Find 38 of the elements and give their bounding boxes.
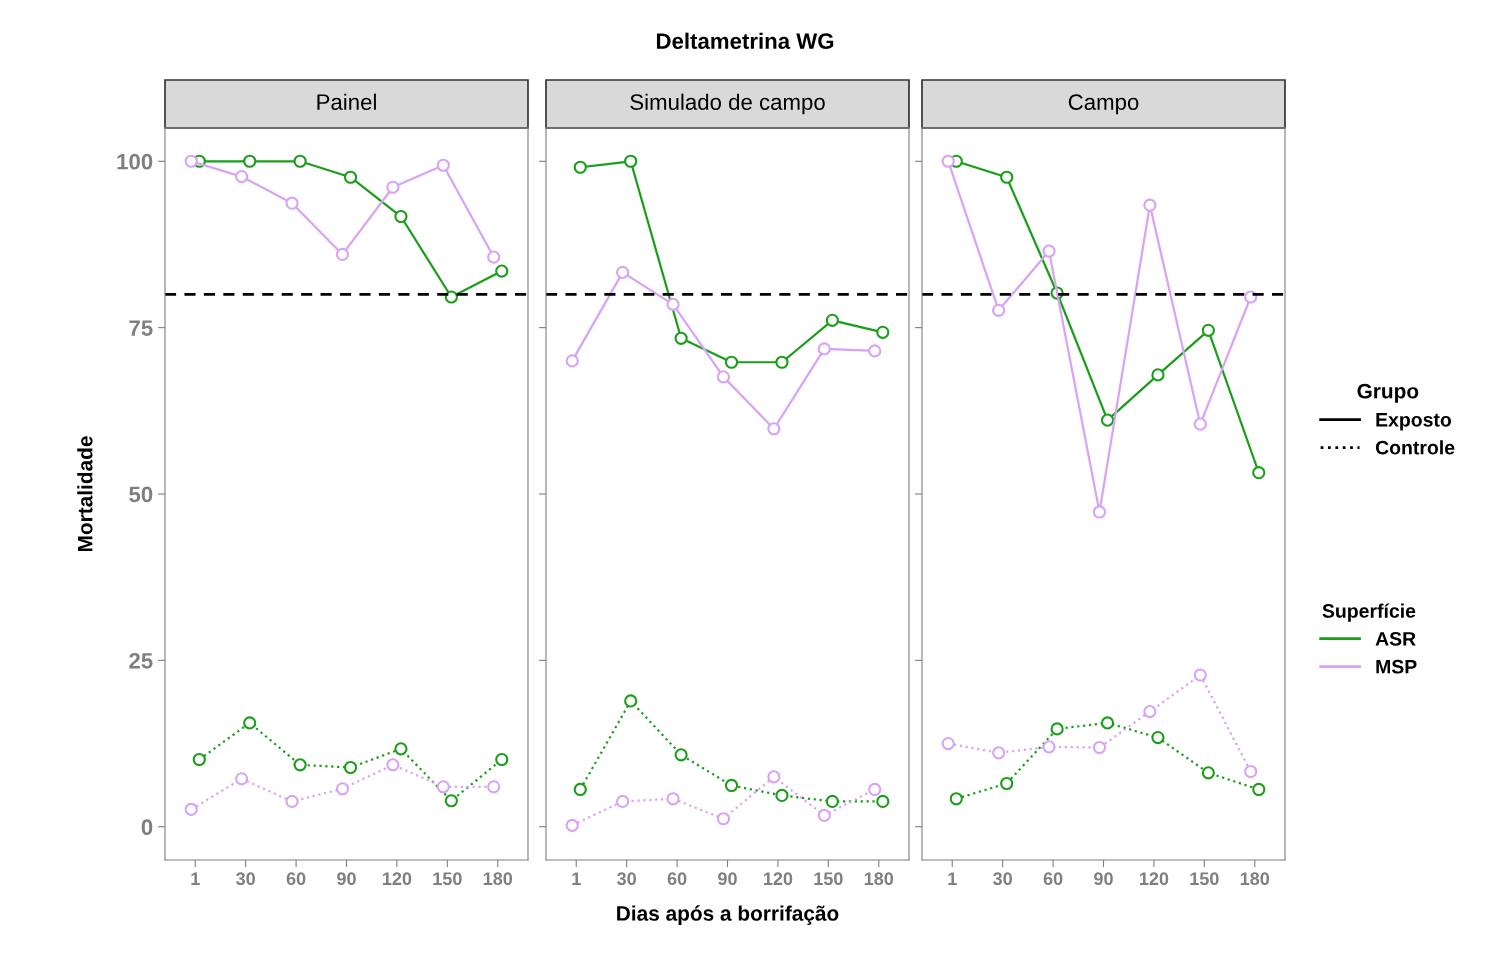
y-axis-title: Mortalidade bbox=[77, 436, 93, 552]
x-tick-label: 1 bbox=[572, 872, 581, 885]
x-tick-label: 150 bbox=[814, 872, 843, 886]
chart-subtitle: Painel bbox=[317, 93, 376, 110]
x-tick-label: 90 bbox=[1094, 872, 1113, 886]
x-tick-label: 90 bbox=[718, 872, 737, 886]
y-tick-label: 100 bbox=[117, 153, 153, 170]
y-tick-label: 50 bbox=[129, 486, 153, 503]
legend-label: MSP bbox=[1376, 659, 1417, 674]
x-tick-label: 180 bbox=[864, 872, 894, 886]
x-axis-title: Dias após a borrifação bbox=[617, 905, 839, 925]
x-tick-label: 60 bbox=[1043, 872, 1063, 886]
x-tick-label: 90 bbox=[337, 872, 356, 886]
legend-label: ASR bbox=[1375, 631, 1416, 646]
x-tick-label: 120 bbox=[763, 872, 793, 886]
text: Controle bbox=[1375, 440, 1455, 455]
x-tick-label: 60 bbox=[667, 872, 687, 886]
x-tick-label: 30 bbox=[993, 872, 1012, 886]
x-tick-label: 60 bbox=[286, 872, 306, 886]
x-tick-label: 180 bbox=[483, 872, 513, 886]
x-tick-label: 120 bbox=[1139, 872, 1169, 886]
text: Exposto bbox=[1376, 413, 1452, 431]
chart-subtitle: Campo bbox=[1068, 94, 1139, 115]
x-tick-label: 180 bbox=[1240, 872, 1270, 886]
y-tick-label: 25 bbox=[129, 652, 153, 669]
x-tick-label: 150 bbox=[433, 872, 462, 886]
chart-subtitle: Simulado de campo bbox=[630, 93, 825, 115]
x-tick-label: 1 bbox=[948, 872, 957, 885]
chart-title: Deltametrina WG bbox=[656, 32, 834, 49]
x-tick-label: 150 bbox=[1190, 872, 1219, 886]
legend-title: Superfície bbox=[1322, 603, 1416, 622]
x-tick-label: 30 bbox=[236, 872, 255, 886]
text: Grupo bbox=[1357, 383, 1419, 403]
x-tick-label: 120 bbox=[382, 872, 412, 886]
x-tick-label: 30 bbox=[617, 872, 636, 886]
y-tick-label: 75 bbox=[129, 320, 153, 336]
x-tick-label: 1 bbox=[191, 872, 200, 885]
y-tick-label: 0 bbox=[141, 819, 153, 835]
